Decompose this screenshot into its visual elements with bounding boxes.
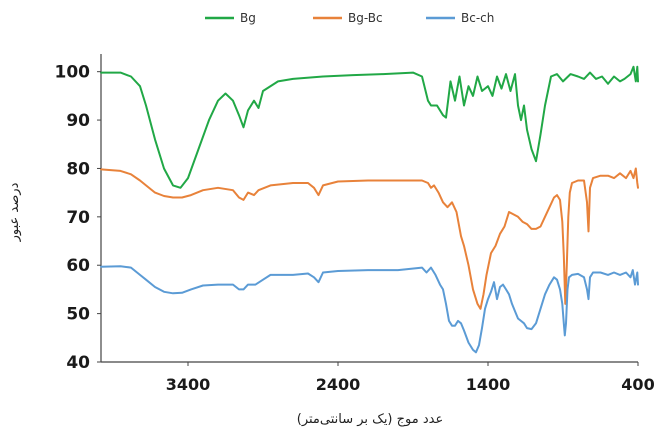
y-tick-label: 60 xyxy=(66,256,90,276)
y-tick-label: 90 xyxy=(66,111,90,131)
y-tick-label: 40 xyxy=(66,353,90,373)
series-line-bg xyxy=(100,65,639,189)
ticks: 100 90 80 70 60 50 40 3400 2400 1400 400 xyxy=(55,63,655,394)
legend-label: Bg-Bc xyxy=(348,11,383,25)
series-layer xyxy=(100,65,639,354)
series-line-bg-bc xyxy=(100,167,639,310)
legend-item: Bc-ch xyxy=(426,11,494,25)
axes xyxy=(100,54,638,363)
x-tick-label: 3400 xyxy=(166,375,211,394)
legend-label: Bc-ch xyxy=(461,11,494,25)
x-axis-title: عدد موج (یک بر سانتی‌متر) xyxy=(297,412,443,427)
x-tick-label: 400 xyxy=(621,375,654,394)
y-tick-label: 80 xyxy=(66,159,90,179)
y-axis-title: درصد عبور xyxy=(7,182,22,242)
y-tick-label: 50 xyxy=(66,305,90,325)
y-tick-label: 70 xyxy=(66,208,90,228)
legend-label: Bg xyxy=(240,11,256,25)
x-tick-label: 1400 xyxy=(466,375,511,394)
y-tick-label: 100 xyxy=(55,63,91,83)
legend: Bg Bg-Bc Bc-ch xyxy=(205,11,494,25)
legend-item: Bg xyxy=(205,11,256,25)
series-line-bc-ch xyxy=(100,265,639,354)
legend-item: Bg-Bc xyxy=(313,11,383,25)
x-tick-label: 2400 xyxy=(316,375,361,394)
